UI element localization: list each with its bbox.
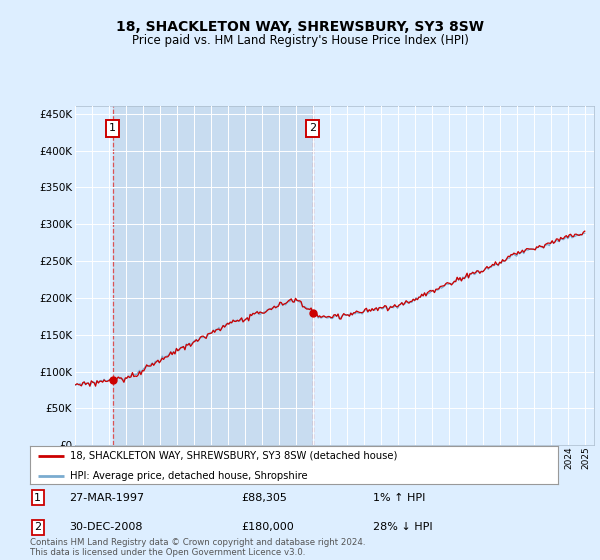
Text: 1: 1	[109, 123, 116, 133]
Text: 28% ↓ HPI: 28% ↓ HPI	[373, 522, 433, 533]
Text: 1: 1	[34, 493, 41, 503]
Text: Price paid vs. HM Land Registry's House Price Index (HPI): Price paid vs. HM Land Registry's House …	[131, 34, 469, 47]
Text: £180,000: £180,000	[241, 522, 294, 533]
Text: 18, SHACKLETON WAY, SHREWSBURY, SY3 8SW (detached house): 18, SHACKLETON WAY, SHREWSBURY, SY3 8SW …	[70, 451, 397, 461]
Text: Contains HM Land Registry data © Crown copyright and database right 2024.
This d: Contains HM Land Registry data © Crown c…	[30, 538, 365, 557]
Text: 1% ↑ HPI: 1% ↑ HPI	[373, 493, 425, 503]
Text: HPI: Average price, detached house, Shropshire: HPI: Average price, detached house, Shro…	[70, 471, 307, 481]
Text: 27-MAR-1997: 27-MAR-1997	[70, 493, 145, 503]
Text: 2: 2	[309, 123, 316, 133]
Text: 30-DEC-2008: 30-DEC-2008	[70, 522, 143, 533]
Bar	[113, 106, 313, 445]
Text: 2: 2	[34, 522, 41, 533]
Text: £88,305: £88,305	[241, 493, 287, 503]
Text: 18, SHACKLETON WAY, SHREWSBURY, SY3 8SW: 18, SHACKLETON WAY, SHREWSBURY, SY3 8SW	[116, 20, 484, 34]
